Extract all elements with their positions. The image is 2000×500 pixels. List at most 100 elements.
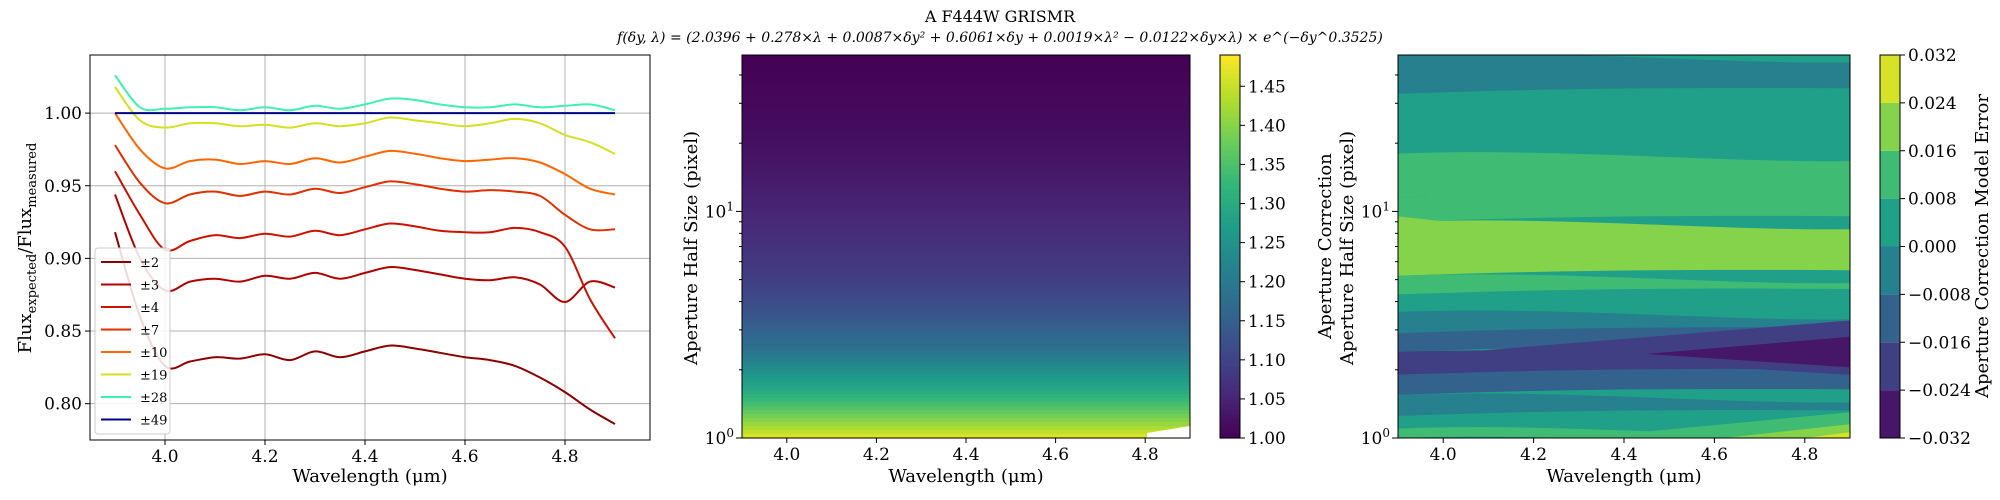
- colorbar-cell: [1220, 323, 1240, 329]
- series-line: [114, 74, 616, 112]
- legend-label: ±19: [140, 369, 167, 384]
- colorbar-cell: [1220, 165, 1240, 171]
- colorbar-cell: [1220, 418, 1240, 425]
- heatmap-cell: [742, 106, 1190, 112]
- colorbar-tick-label: 1.00: [1248, 429, 1286, 449]
- colorbar-tick-label: 1.35: [1248, 155, 1286, 175]
- heatmap-cell: [742, 402, 1190, 407]
- heatmap-cell: [742, 70, 1190, 76]
- colorbar-cell: [1220, 102, 1240, 109]
- heatmap-cell: [742, 55, 1190, 60]
- heatmap-cell: [742, 198, 1190, 204]
- colorbar-cell: [1220, 332, 1240, 339]
- x-tick-label: 4.4: [1610, 445, 1637, 465]
- colorbar-tick-label: −0.008: [1908, 285, 1971, 305]
- colorbar-cell: [1220, 342, 1240, 348]
- colorbar-cell: [1220, 356, 1240, 362]
- colorbar-cell: [1220, 380, 1240, 386]
- colorbar-cell: [1220, 122, 1240, 128]
- heatmap-cell: [742, 138, 1190, 144]
- y-tick-label: 100: [705, 426, 734, 449]
- heatmap-cell: [742, 130, 1190, 136]
- flux-ratio-panel: 4.0 4.2 4.4 4.6 4.8 0.80 0.85 0.90 0.95 1.00 Wave…: [15, 54, 651, 487]
- legend-label: ±2: [140, 256, 159, 271]
- heatmap-cell: [742, 430, 1190, 435]
- aperture-correction-colorbar-label: Aperture Correction: [1315, 153, 1336, 340]
- heatmap-cell: [742, 150, 1190, 156]
- colorbar-cell: [1220, 347, 1240, 353]
- aperture-correction-ticks: 4.0 4.2 4.4 4.6 4.8 100 101: [705, 74, 1159, 465]
- colorbar-tick-label: −0.016: [1908, 333, 1971, 353]
- series-line: [114, 194, 616, 303]
- heatmap-cell: [742, 222, 1190, 228]
- flux-ratio-xlabel: Wavelength (μm): [292, 466, 447, 487]
- colorbar-cell: [1880, 246, 1900, 295]
- y-tick-label: 100: [1361, 426, 1390, 449]
- legend-label: ±28: [140, 391, 167, 406]
- figure-title: A F444W GRISMR: [924, 7, 1076, 26]
- heatmap-cell: [742, 206, 1190, 212]
- colorbar-cell: [1220, 198, 1240, 205]
- heatmap-cell: [742, 382, 1190, 387]
- colorbar-cell: [1220, 270, 1240, 276]
- colorbar-cell: [1220, 88, 1240, 94]
- heatmap-cell: [742, 310, 1190, 315]
- y-tick-label: 101: [1361, 199, 1390, 222]
- contour-band: [1398, 69, 1850, 94]
- colorbar-cell: [1220, 174, 1240, 181]
- colorbar-cell: [1220, 428, 1240, 434]
- colorbar-cell: [1220, 375, 1240, 382]
- heatmap-cell: [742, 294, 1190, 299]
- colorbar-cell: [1220, 74, 1240, 80]
- x-tick-label: 4.8: [1791, 445, 1818, 465]
- colorbar-cell: [1220, 236, 1240, 243]
- colorbar-cell: [1220, 64, 1240, 70]
- heatmap-cell: [742, 182, 1190, 188]
- flux-ratio-ticks: 4.0 4.2 4.4 4.6 4.8 0.80 0.85 0.90 0.95 1.00: [44, 104, 578, 467]
- x-tick-label: 4.0: [773, 445, 800, 465]
- x-tick-label: 4.4: [952, 445, 979, 465]
- colorbar-cell: [1220, 78, 1240, 85]
- series-line: [114, 112, 616, 196]
- colorbar-cell: [1220, 169, 1240, 176]
- heatmap-cell: [742, 278, 1190, 284]
- colorbar-tick-label: 0.024: [1908, 94, 1957, 114]
- aperture-correction-colorbar-frame: [1219, 54, 1241, 439]
- contour-wedge-high: [1398, 216, 1647, 269]
- heatmap-cell: [742, 142, 1190, 148]
- colorbar-cell: [1220, 251, 1240, 257]
- colorbar-cell: [1220, 390, 1240, 396]
- heatmap-cell: [742, 66, 1190, 72]
- colorbar-cell: [1880, 294, 1900, 343]
- x-tick-label: 4.2: [251, 447, 278, 467]
- legend-label: ±7: [140, 324, 159, 339]
- heatmap-cell: [742, 290, 1190, 295]
- heatmap-cell: [742, 170, 1190, 176]
- colorbar-cell: [1220, 189, 1240, 195]
- colorbar-tick-label: 0.032: [1908, 46, 1957, 66]
- heatmap-cell: [742, 286, 1190, 291]
- contour-band: [1398, 410, 1850, 429]
- colorbar-cell: [1220, 193, 1240, 200]
- contour-wedge-corner-max: [1804, 432, 1850, 438]
- colorbar-cell: [1220, 366, 1240, 372]
- colorbar-cell: [1220, 299, 1240, 305]
- colorbar-cell: [1220, 394, 1240, 401]
- heatmap-cell: [742, 98, 1190, 104]
- x-tick-label: 4.6: [1042, 445, 1069, 465]
- colorbar-tick-label: 1.05: [1248, 390, 1286, 410]
- colorbar-cell: [1220, 141, 1240, 147]
- colorbar-cell: [1220, 145, 1240, 152]
- heatmap-cell: [742, 314, 1190, 319]
- heatmap-cell: [742, 134, 1190, 140]
- y-tick-label: 101: [705, 199, 734, 222]
- heatmap-cell: [742, 362, 1190, 367]
- colorbar-cell: [1220, 370, 1240, 377]
- colorbar-cell: [1220, 155, 1240, 161]
- heatmap-cell: [742, 118, 1190, 124]
- colorbar-cell: [1220, 404, 1240, 410]
- colorbar-cell: [1220, 414, 1240, 420]
- heatmap-cell: [742, 86, 1190, 92]
- heatmap-cell: [742, 90, 1190, 96]
